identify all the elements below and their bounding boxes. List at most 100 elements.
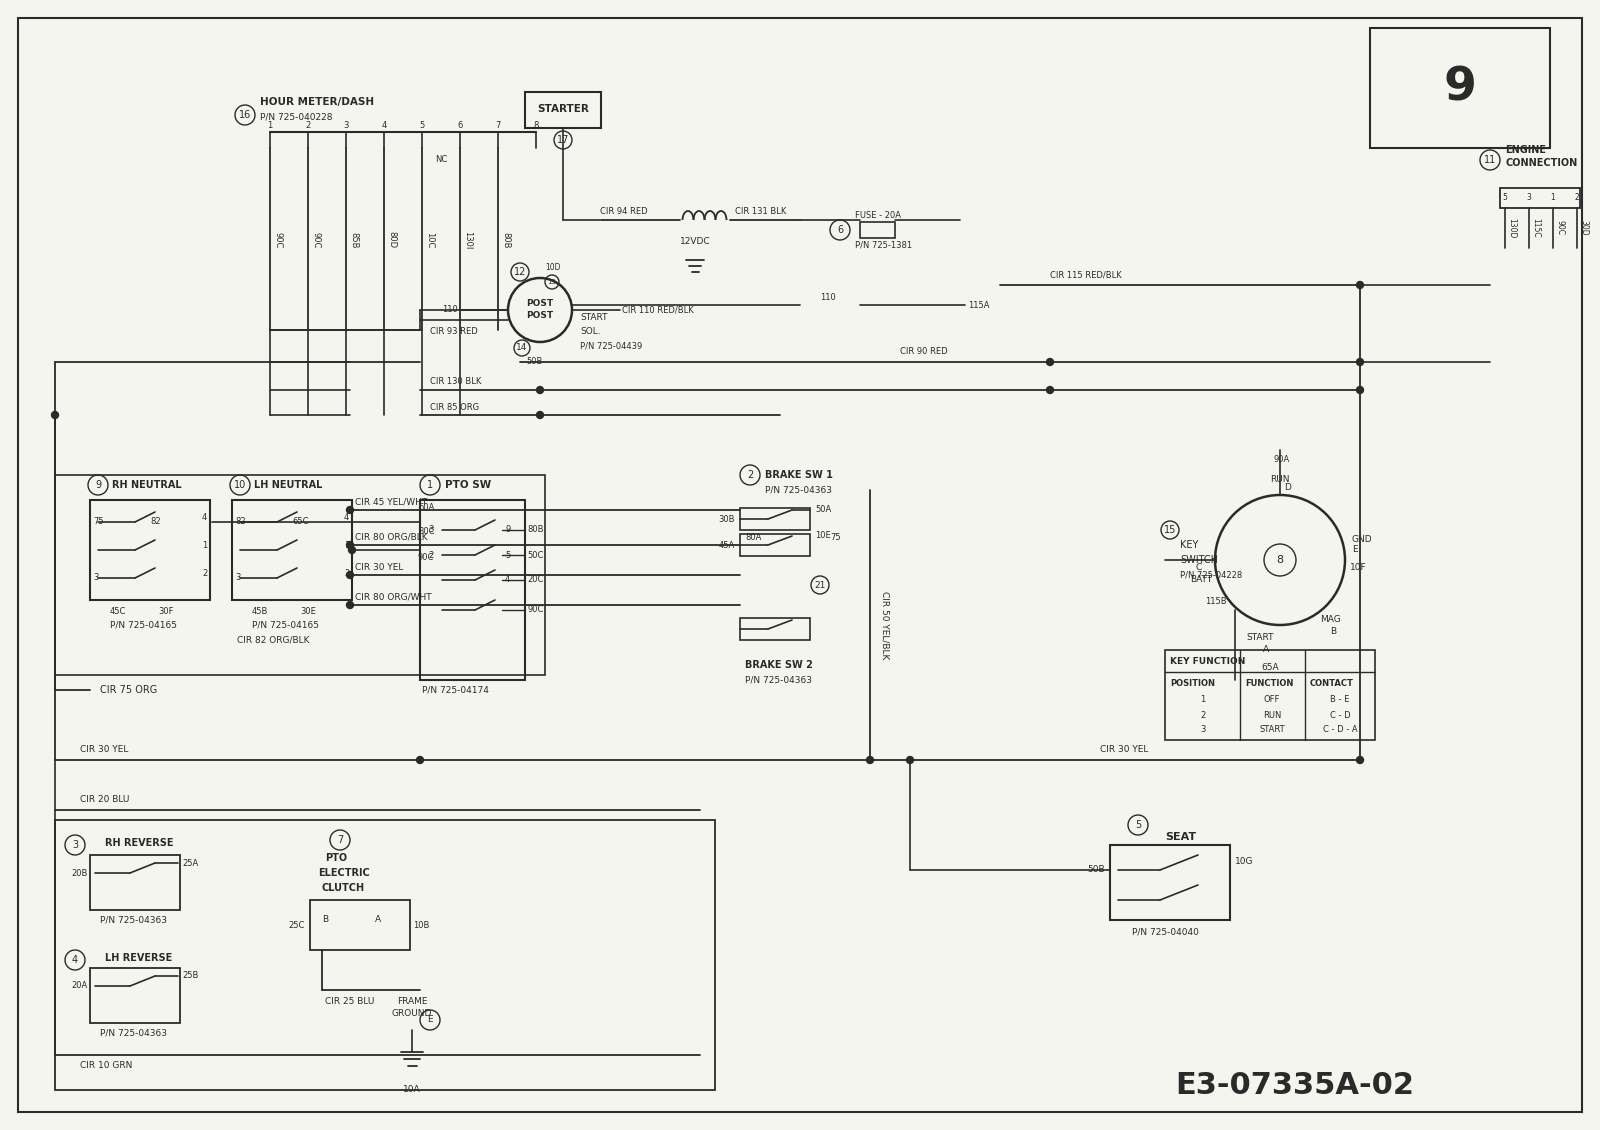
Text: CIR 50 YEL/BLK: CIR 50 YEL/BLK — [880, 591, 890, 659]
Text: LH NEUTRAL: LH NEUTRAL — [254, 480, 322, 490]
Text: CIR 94 RED: CIR 94 RED — [600, 208, 648, 217]
Text: 10B: 10B — [413, 921, 429, 930]
Circle shape — [1046, 386, 1053, 393]
Text: 3: 3 — [344, 121, 349, 130]
Circle shape — [347, 506, 354, 513]
Text: CIR 110 RED/BLK: CIR 110 RED/BLK — [622, 305, 694, 314]
Text: E: E — [1352, 546, 1358, 555]
Text: 80B: 80B — [526, 525, 544, 534]
Text: 7: 7 — [496, 121, 501, 130]
Text: B: B — [1330, 627, 1336, 636]
Text: 130I: 130I — [462, 231, 472, 250]
Text: CIR 45 YEL/WHT: CIR 45 YEL/WHT — [355, 497, 427, 506]
Bar — [739, 508, 810, 530]
Text: FRAME: FRAME — [397, 998, 427, 1007]
Text: SWITCH: SWITCH — [1181, 555, 1218, 565]
Text: CIR 25 BLU: CIR 25 BLU — [325, 998, 374, 1007]
Text: LH REVERSE: LH REVERSE — [106, 953, 173, 963]
Bar — [1501, 188, 1581, 208]
Bar — [54, 820, 715, 1090]
Text: 4: 4 — [381, 121, 387, 130]
Text: 10G: 10G — [1235, 858, 1253, 867]
Text: 7: 7 — [338, 835, 342, 845]
Text: 9: 9 — [506, 525, 510, 534]
Text: 4: 4 — [506, 575, 510, 584]
Text: CIR 90 RED: CIR 90 RED — [899, 348, 947, 356]
Bar — [1370, 28, 1550, 148]
Text: 21: 21 — [814, 581, 826, 590]
Text: CIR 30 YEL: CIR 30 YEL — [80, 746, 128, 755]
Text: 16: 16 — [238, 110, 251, 120]
Circle shape — [867, 756, 874, 764]
Text: 82: 82 — [150, 518, 160, 527]
Bar — [739, 534, 810, 556]
Text: 9: 9 — [94, 480, 101, 490]
Circle shape — [536, 386, 544, 393]
Text: P/N 725-04363: P/N 725-04363 — [99, 1028, 166, 1037]
Bar — [54, 475, 546, 675]
Text: 8: 8 — [533, 121, 539, 130]
Text: 2: 2 — [306, 121, 310, 130]
Text: CIR 131 BLK: CIR 131 BLK — [734, 208, 786, 217]
Text: 17: 17 — [557, 134, 570, 145]
Text: HOUR METER/DASH: HOUR METER/DASH — [259, 97, 374, 107]
Text: 3: 3 — [1200, 725, 1206, 734]
Text: STARTER: STARTER — [538, 104, 589, 114]
Text: 10F: 10F — [1350, 564, 1366, 573]
Circle shape — [1357, 386, 1363, 393]
Text: START: START — [1259, 725, 1285, 734]
Text: 11: 11 — [1483, 155, 1496, 165]
Text: 3: 3 — [1526, 193, 1531, 202]
Text: 75: 75 — [830, 532, 840, 541]
Bar — [1165, 650, 1374, 740]
Text: 5: 5 — [419, 121, 424, 130]
Text: E3-07335A-02: E3-07335A-02 — [1174, 1070, 1414, 1099]
Text: CIR 30 YEL: CIR 30 YEL — [1101, 746, 1149, 755]
Text: 2: 2 — [429, 550, 434, 559]
Text: KEY: KEY — [1181, 540, 1198, 550]
Circle shape — [347, 601, 354, 608]
Text: MAG: MAG — [1320, 616, 1341, 625]
Text: BRAKE SW 2: BRAKE SW 2 — [746, 660, 813, 670]
Circle shape — [1357, 756, 1363, 764]
Text: GROUND: GROUND — [392, 1009, 432, 1018]
Circle shape — [1357, 281, 1363, 288]
Text: C - D - A: C - D - A — [1323, 725, 1357, 734]
Bar — [419, 499, 525, 680]
Text: 3: 3 — [93, 574, 98, 582]
Text: 25A: 25A — [182, 859, 198, 868]
Text: P/N 725-04165: P/N 725-04165 — [110, 620, 178, 629]
Text: 5: 5 — [1502, 193, 1507, 202]
Text: 110: 110 — [819, 293, 835, 302]
Text: CLUTCH: CLUTCH — [322, 883, 365, 893]
Text: 4: 4 — [202, 513, 208, 522]
Text: 90A: 90A — [1274, 455, 1290, 464]
Text: 50A: 50A — [814, 505, 832, 514]
Text: 10A: 10A — [403, 1086, 421, 1095]
Text: 90C: 90C — [310, 232, 320, 249]
Bar — [739, 618, 810, 640]
Circle shape — [416, 756, 424, 764]
Text: P/N 725-1381: P/N 725-1381 — [854, 241, 912, 250]
Text: 30C: 30C — [418, 528, 435, 537]
Text: SEAT: SEAT — [1165, 832, 1197, 842]
Text: 115A: 115A — [968, 301, 989, 310]
Text: 85B: 85B — [349, 232, 358, 249]
Text: B: B — [322, 915, 328, 924]
Text: POST: POST — [526, 299, 554, 308]
Text: 65A: 65A — [1261, 663, 1278, 672]
Text: 50B: 50B — [526, 357, 542, 366]
Text: 90C: 90C — [418, 553, 434, 562]
Text: OFF: OFF — [1264, 695, 1280, 704]
Text: BRAKE SW 1: BRAKE SW 1 — [765, 470, 834, 480]
Text: CIR 115 RED/BLK: CIR 115 RED/BLK — [1050, 270, 1122, 279]
Text: 1: 1 — [1550, 193, 1555, 202]
Text: 50C: 50C — [526, 550, 544, 559]
Text: C - D: C - D — [1330, 711, 1350, 720]
Text: P/N 725-04040: P/N 725-04040 — [1133, 928, 1198, 937]
Text: CIR 75 ORG: CIR 75 ORG — [99, 685, 157, 695]
Text: GND: GND — [1352, 536, 1373, 545]
Text: 10D: 10D — [546, 263, 560, 272]
Text: 1: 1 — [427, 480, 434, 490]
Text: 10: 10 — [234, 480, 246, 490]
